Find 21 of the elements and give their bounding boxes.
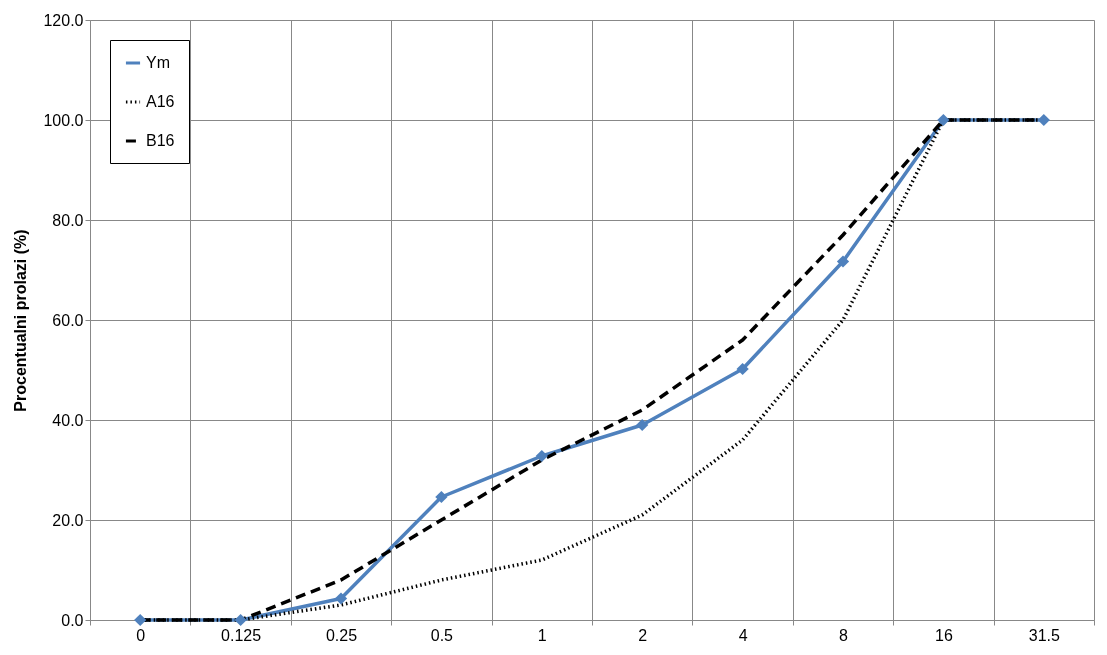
y-axis-title: Procentualni prolazi (%) [12, 229, 30, 412]
legend-label: B16 [146, 132, 175, 149]
x-tick-label: 16 [935, 626, 953, 644]
x-tick-label: 1 [537, 626, 547, 644]
legend-label: A16 [146, 93, 175, 110]
y-tick-label: 80.0 [52, 211, 84, 229]
y-tick-label: 20.0 [52, 511, 84, 529]
y-tick-label: 120.0 [43, 11, 84, 29]
y-tick-label: 100.0 [43, 111, 84, 129]
legend-label: Ym [146, 54, 170, 71]
x-tick-label: 4 [738, 626, 748, 644]
x-tick-label: 0.5 [430, 626, 454, 644]
x-tick-label: 31.5 [1028, 626, 1060, 644]
x-tick-label: 8 [839, 626, 849, 644]
x-tick-label: 0.125 [221, 626, 262, 644]
x-tick-label: 2 [638, 626, 648, 644]
y-tick-label: 0.0 [61, 611, 84, 629]
x-tick-label: 0.25 [325, 626, 358, 644]
x-tick-label: 0 [136, 626, 146, 644]
y-tick-label: 60.0 [52, 311, 84, 329]
y-tick-label: 40.0 [52, 411, 84, 429]
